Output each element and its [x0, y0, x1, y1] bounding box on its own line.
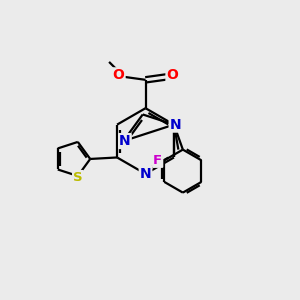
Text: S: S [73, 171, 82, 184]
Text: O: O [113, 68, 124, 82]
Text: F: F [153, 154, 162, 167]
Text: N: N [119, 134, 131, 148]
Text: N: N [169, 118, 181, 132]
Text: O: O [167, 68, 178, 82]
Text: N: N [140, 167, 151, 181]
